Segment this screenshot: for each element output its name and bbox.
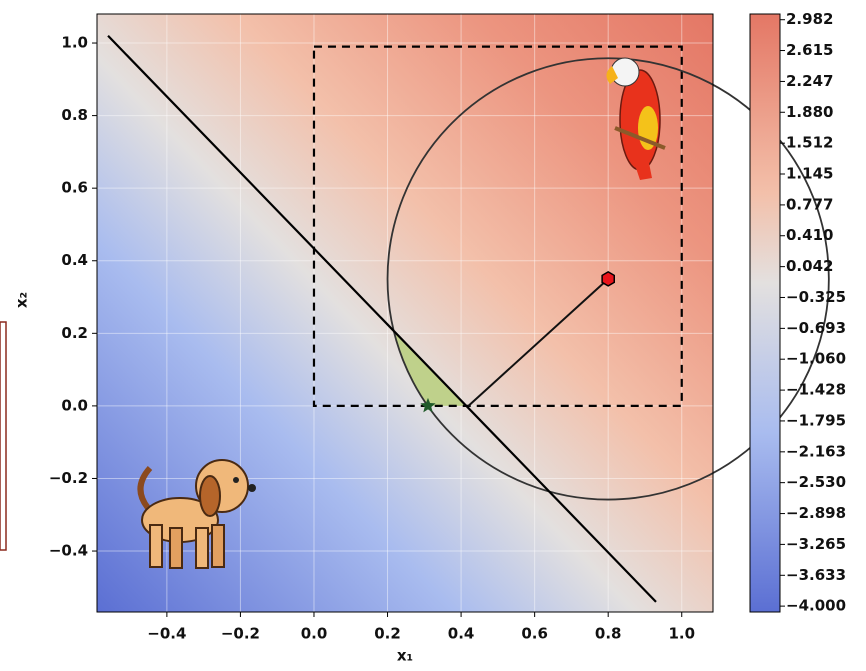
- colorbar-tick-label: 0.042: [786, 257, 833, 275]
- colorbar-tick-label: 2.982: [786, 10, 833, 28]
- colorbar-tick-label: −1.060: [786, 350, 846, 368]
- colorbar-tick-label: 1.145: [786, 164, 833, 182]
- y-tick-label: −0.2: [49, 469, 88, 487]
- y-tick-label: 1.0: [61, 34, 88, 52]
- colorbar-tick-label: 1.880: [786, 103, 833, 121]
- y-tick-label: −0.4: [49, 542, 88, 560]
- colorbar-tick-label: −2.163: [786, 442, 846, 460]
- y-tick-label: 0.2: [61, 324, 88, 342]
- colorbar-tick-label: 2.615: [786, 41, 833, 59]
- x-tick-label: 0.2: [374, 625, 401, 643]
- colorbar: [750, 14, 780, 612]
- colorbar-tick-label: −3.265: [786, 535, 846, 553]
- colorbar-tick-label: −2.898: [786, 504, 846, 522]
- y-tick-label: 0.4: [61, 251, 88, 269]
- hex-point: [602, 272, 614, 286]
- x-tick-label: −0.2: [221, 625, 260, 643]
- colorbar-tick-label: −1.795: [786, 411, 846, 429]
- colorbar-tick-label: −2.530: [786, 473, 846, 491]
- x-tick-label: 0.6: [521, 625, 548, 643]
- chart: −0.4 −0.2 0.0 0.2 0.4 0.6 0.8 1.0 −0.4 −0.2 0.0 0.2…: [0, 0, 866, 667]
- colorbar-tick-label: −1.428: [786, 381, 846, 399]
- frame-fragment: [0, 322, 6, 550]
- x-tick-label: 1.0: [668, 625, 695, 643]
- colorbar-tick-label: −0.325: [786, 288, 846, 306]
- colorbar-tick-label: 0.410: [786, 226, 833, 244]
- x-tick-label: −0.4: [147, 625, 186, 643]
- colorbar-tick-label: 0.777: [786, 195, 833, 213]
- y-tick-label: 0.8: [61, 106, 88, 124]
- y-axis-label: x₂: [13, 292, 31, 308]
- colorbar-tick-label: 2.247: [786, 72, 833, 90]
- colorbar-tick-label: 1.512: [786, 134, 833, 152]
- colorbar-tick-label: −4.000: [786, 597, 846, 615]
- x-tick-label: 0.0: [301, 625, 328, 643]
- x-axis-label: x₁: [397, 647, 413, 665]
- x-tick-label: 0.4: [448, 625, 475, 643]
- y-tick-label: 0.6: [61, 179, 88, 197]
- colorbar-tick-label: −0.693: [786, 319, 846, 337]
- colorbar-tick-label: −3.633: [786, 566, 846, 584]
- y-tick-label: 0.0: [61, 396, 88, 414]
- x-tick-label: 0.8: [595, 625, 622, 643]
